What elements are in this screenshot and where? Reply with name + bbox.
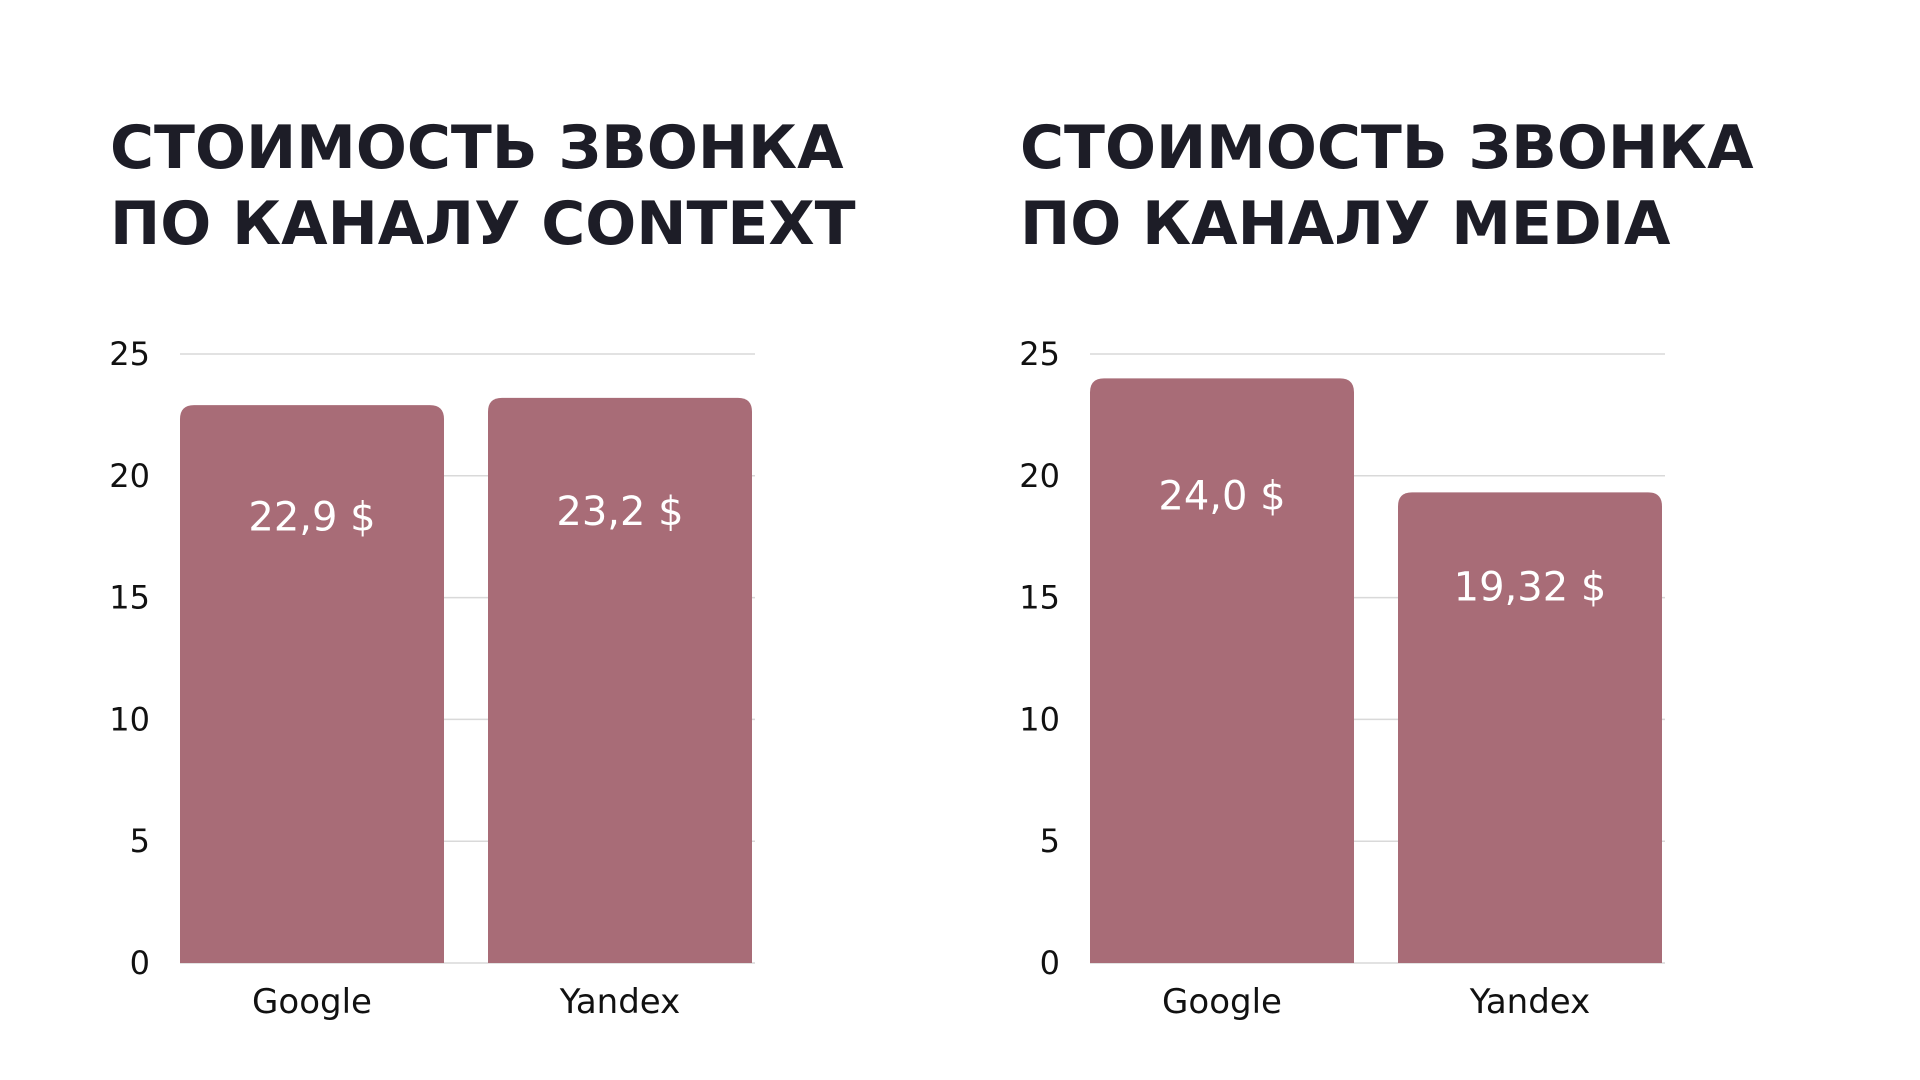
data-label: 23,2 $ [556,489,683,535]
x-tick-label: Yandex [559,982,681,1022]
y-tick-label: 5 [1040,822,1060,860]
data-label: 19,32 $ [1454,564,1607,610]
chart-title: СТОИМОСТЬ ЗВОНКА ПО КАНАЛУ MEDIA [1020,113,1754,259]
bar-chart-media: 0 5 10 15 20 25 24,0 $ Google 19,32 $ Yandex [1019,335,1665,1022]
y-tick-label: 25 [109,335,150,373]
bar [488,397,752,963]
y-tick-label: 10 [1019,700,1060,738]
y-tick-label: 15 [109,579,150,617]
y-tick-label: 5 [130,822,150,860]
y-tick-label: 10 [109,700,150,738]
bar [1090,378,1354,963]
data-label: 24,0 $ [1158,473,1285,519]
x-tick-label: Google [1162,982,1282,1022]
bar [180,405,444,963]
data-label: 22,9 $ [248,495,375,541]
bar [1398,492,1662,963]
y-tick-label: 20 [109,457,150,495]
chart-title: СТОИМОСТЬ ЗВОНКА ПО КАНАЛУ CONTEXT [110,113,856,259]
chart-panel-context: СТОИМОСТЬ ЗВОНКА ПО КАНАЛУ CONTEXT 0 5 10 1… [0,0,900,1080]
y-tick-label: 15 [1019,579,1060,617]
y-tick-label: 0 [1040,944,1060,982]
x-tick-label: Google [252,982,372,1022]
y-tick-label: 0 [130,944,150,982]
y-tick-label: 20 [1019,457,1060,495]
bar-chart-context: 0 5 10 15 20 25 22,9 $ Google 23,2 $ Yandex [109,335,755,1022]
chart-panel-media: СТОИМОСТЬ ЗВОНКА ПО КАНАЛУ MEDIA 0 5 10 15 2… [910,0,1810,1080]
y-tick-label: 25 [1019,335,1060,373]
x-tick-label: Yandex [1469,982,1591,1022]
